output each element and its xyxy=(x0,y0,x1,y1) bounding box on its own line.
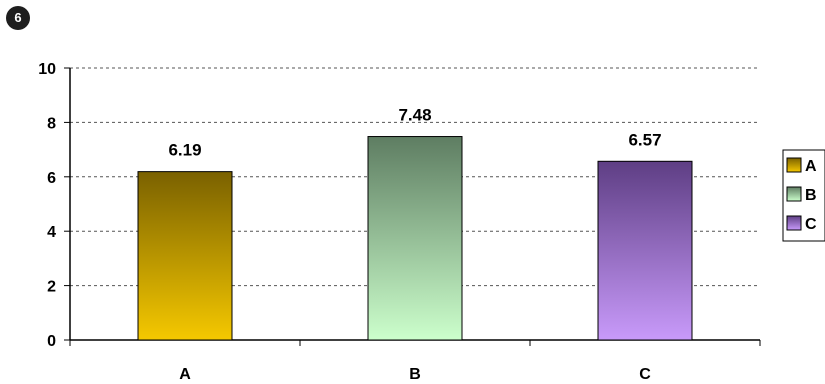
bar-B xyxy=(367,136,463,341)
y-tick-label-0: 0 xyxy=(47,333,56,350)
bar-C xyxy=(597,160,693,341)
legend-swatch-C xyxy=(786,215,802,231)
y-tick-label-6: 6 xyxy=(47,170,56,187)
legend-label-C: C xyxy=(805,216,817,233)
y-tick-label-2: 2 xyxy=(47,279,56,296)
data-label-A: 6.19 xyxy=(168,141,201,160)
data-label-C: 6.57 xyxy=(628,130,661,149)
x-tick-label-C: C xyxy=(639,366,651,383)
legend-swatch-A xyxy=(786,157,802,173)
legend-label-B: B xyxy=(805,187,817,204)
y-tick-label-10: 10 xyxy=(38,61,56,78)
y-tick-label-8: 8 xyxy=(47,115,56,132)
x-tick-label-B: B xyxy=(409,366,421,383)
legend-swatch-B xyxy=(786,186,802,202)
legend-label-A: A xyxy=(805,158,817,175)
bar-A xyxy=(137,171,233,341)
bars xyxy=(137,136,693,341)
legend: ABC xyxy=(782,149,825,242)
x-tick-label-A: A xyxy=(179,366,191,383)
data-label-B: 7.48 xyxy=(398,106,431,125)
labels: 0 2 4 6 8 10 6.19 A 7.48 B 6.57 C xyxy=(38,61,661,383)
y-tick-label-4: 4 xyxy=(47,224,56,241)
figure-number-badge: 6 xyxy=(6,6,30,30)
